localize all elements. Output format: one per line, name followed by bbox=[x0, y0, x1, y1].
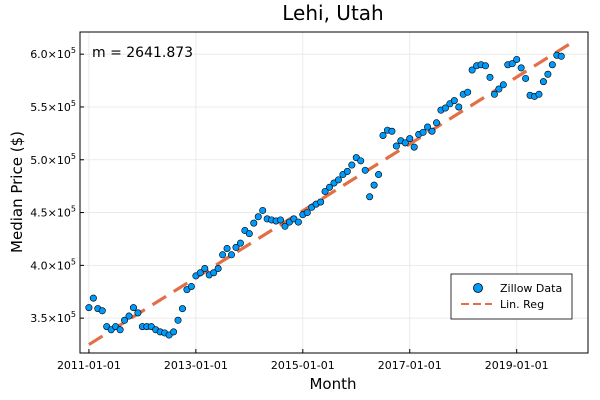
data-point bbox=[317, 198, 325, 206]
legend: Zillow Data Lin. Reg bbox=[450, 273, 573, 320]
data-point bbox=[508, 60, 516, 68]
data-point bbox=[441, 104, 449, 112]
data-point bbox=[357, 157, 365, 165]
y-tick-label: 6.0×105 bbox=[30, 46, 76, 61]
y-tick-label: 5.0×105 bbox=[30, 152, 76, 167]
slope-annotation: m = 2641.873 bbox=[92, 45, 193, 61]
grid-lines bbox=[80, 32, 588, 353]
data-point bbox=[303, 209, 311, 217]
data-point bbox=[370, 181, 378, 189]
data-point bbox=[125, 312, 133, 320]
data-point bbox=[201, 265, 209, 273]
plot-frame bbox=[79, 31, 589, 354]
scatter-points bbox=[85, 51, 565, 339]
data-point bbox=[129, 304, 137, 312]
data-point bbox=[259, 206, 267, 214]
data-point bbox=[495, 85, 503, 93]
data-point bbox=[334, 176, 342, 184]
data-point bbox=[214, 265, 222, 273]
data-point bbox=[121, 316, 129, 324]
data-point bbox=[321, 187, 329, 195]
data-point bbox=[343, 167, 351, 175]
data-point bbox=[490, 90, 498, 98]
data-point bbox=[232, 243, 240, 251]
data-point bbox=[548, 61, 556, 69]
data-point bbox=[366, 193, 374, 201]
data-point bbox=[464, 88, 472, 96]
data-point bbox=[522, 74, 530, 82]
legend-label-linreg: Lin. Reg bbox=[500, 298, 544, 311]
data-point bbox=[428, 127, 436, 135]
data-point bbox=[401, 139, 409, 147]
data-point bbox=[388, 127, 396, 135]
data-point bbox=[178, 305, 186, 313]
data-point bbox=[98, 307, 106, 315]
data-point bbox=[116, 326, 124, 334]
data-point bbox=[557, 52, 565, 60]
data-point bbox=[254, 213, 262, 221]
data-point bbox=[419, 128, 427, 136]
data-point bbox=[455, 103, 463, 111]
y-tick-label: 5.5×105 bbox=[30, 99, 76, 114]
data-point bbox=[361, 166, 369, 174]
data-point bbox=[134, 309, 142, 317]
data-point bbox=[517, 64, 525, 72]
data-point bbox=[406, 135, 414, 143]
data-point bbox=[89, 294, 97, 302]
x-tick-label: 2013-01-01 bbox=[164, 359, 228, 372]
data-point bbox=[170, 328, 178, 336]
data-point bbox=[544, 70, 552, 78]
data-point bbox=[174, 316, 182, 324]
x-tick-label: 2015-01-01 bbox=[271, 359, 335, 372]
chart-title: Lehi, Utah bbox=[282, 1, 383, 25]
data-point bbox=[482, 62, 490, 70]
data-point bbox=[294, 218, 302, 226]
y-tick-label: 4.0×105 bbox=[30, 257, 76, 272]
data-point bbox=[513, 55, 521, 63]
data-point bbox=[499, 81, 507, 89]
y-tick-label: 4.5×105 bbox=[30, 205, 76, 220]
data-point bbox=[277, 216, 285, 224]
x-tick-label: 2011-01-01 bbox=[57, 359, 121, 372]
data-point bbox=[196, 269, 204, 277]
data-point bbox=[250, 219, 258, 227]
data-point bbox=[219, 251, 227, 259]
legend-box bbox=[450, 273, 573, 320]
data-point bbox=[85, 304, 93, 312]
data-point bbox=[379, 131, 387, 139]
data-point bbox=[468, 66, 476, 74]
data-point bbox=[228, 251, 236, 259]
legend-label-zillow: Zillow Data bbox=[500, 282, 562, 295]
data-point bbox=[210, 269, 218, 277]
data-point bbox=[281, 222, 289, 230]
data-point bbox=[424, 123, 432, 131]
data-point bbox=[187, 282, 195, 290]
y-axis-label: Median Price ($) bbox=[8, 131, 26, 253]
x-tick-label: 2019-01-01 bbox=[485, 359, 549, 372]
data-point bbox=[432, 119, 440, 127]
x-axis-ticks: 2011-01-01 2013-01-01 2015-01-01 2017-01-01… bbox=[57, 349, 549, 372]
regression-line bbox=[88, 42, 572, 346]
data-point bbox=[326, 183, 334, 191]
data-point bbox=[375, 171, 383, 179]
x-axis-label: Month bbox=[309, 375, 356, 393]
data-point bbox=[392, 142, 400, 150]
data-point bbox=[539, 78, 547, 86]
x-tick-label: 2017-01-01 bbox=[378, 359, 442, 372]
data-point bbox=[245, 230, 253, 238]
y-tick-label: 3.5×105 bbox=[30, 310, 76, 325]
data-point bbox=[348, 161, 356, 169]
legend-marker-zillow bbox=[473, 283, 483, 293]
data-point bbox=[535, 90, 543, 98]
data-point bbox=[450, 97, 458, 105]
data-point bbox=[486, 73, 494, 81]
data-point bbox=[236, 239, 244, 247]
data-point bbox=[410, 143, 418, 151]
y-axis-ticks: 3.5×105 4.0×105 4.5×105 5.0×105 5.5×105 6.0×1… bbox=[30, 46, 84, 325]
data-point bbox=[223, 244, 231, 252]
